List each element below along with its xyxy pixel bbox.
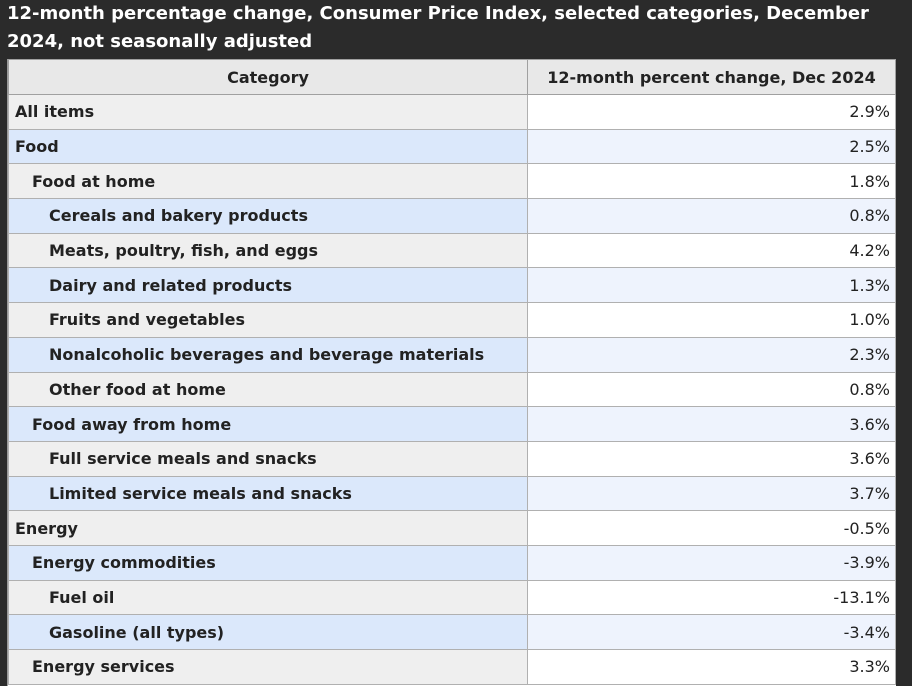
column-header-percent-change[interactable]: 12-month percent change, Dec 2024 bbox=[527, 59, 896, 95]
table-row: Gasoline (all types) -3.4% bbox=[8, 614, 896, 650]
percent-change-cell: 4.2% bbox=[527, 232, 896, 269]
category-cell: Energy services bbox=[8, 649, 528, 685]
category-cell: Food bbox=[8, 128, 528, 165]
category-cell: Limited service meals and snacks bbox=[8, 475, 528, 512]
percent-change-cell: 3.7% bbox=[527, 475, 896, 512]
table-row: Nonalcoholic beverages and beverage mate… bbox=[8, 336, 896, 373]
percent-change-cell: -13.1% bbox=[527, 579, 896, 616]
table-row: Dairy and related products 1.3% bbox=[8, 267, 896, 304]
table-row: Food 2.5% bbox=[8, 128, 896, 165]
table-row: Food at home 1.8% bbox=[8, 163, 896, 200]
category-cell: Fruits and vegetables bbox=[8, 302, 528, 338]
table-row: Energy commodities -3.9% bbox=[8, 544, 896, 581]
table-row: Fuel oil -13.1% bbox=[8, 579, 896, 616]
percent-change-cell: -3.9% bbox=[527, 544, 896, 581]
table-row: Energy services 3.3% bbox=[8, 649, 896, 685]
table-row: Energy -0.5% bbox=[8, 510, 896, 546]
category-cell: Full service meals and snacks bbox=[8, 440, 528, 477]
table-row: Meats, poultry, fish, and eggs 4.2% bbox=[8, 232, 896, 269]
percent-change-cell: 2.3% bbox=[527, 336, 896, 373]
percent-change-cell: 3.6% bbox=[527, 440, 896, 477]
category-cell: Meats, poultry, fish, and eggs bbox=[8, 232, 528, 269]
percent-change-cell: -0.5% bbox=[527, 510, 896, 546]
category-cell: Dairy and related products bbox=[8, 267, 528, 304]
table-row: Cereals and bakery products 0.8% bbox=[8, 198, 896, 234]
percent-change-cell: 1.0% bbox=[527, 302, 896, 338]
percent-change-cell: 2.5% bbox=[527, 128, 896, 165]
category-cell: Other food at home bbox=[8, 371, 528, 408]
table-row: Food away from home 3.6% bbox=[8, 406, 896, 442]
percent-change-cell: 2.9% bbox=[527, 94, 896, 130]
category-cell: Food away from home bbox=[8, 406, 528, 442]
category-cell: Fuel oil bbox=[8, 579, 528, 616]
category-cell: Energy commodities bbox=[8, 544, 528, 581]
percent-change-cell: 1.3% bbox=[527, 267, 896, 304]
category-cell: Cereals and bakery products bbox=[8, 198, 528, 234]
table-row: Other food at home 0.8% bbox=[8, 371, 896, 408]
header-row: Category 12-month percent change, Dec 20… bbox=[8, 59, 896, 95]
category-cell: Energy bbox=[8, 510, 528, 546]
percent-change-cell: 1.8% bbox=[527, 163, 896, 200]
percent-change-cell: 3.6% bbox=[527, 406, 896, 442]
table-title: 12-month percentage change, Consumer Pri… bbox=[7, 3, 869, 52]
category-cell: All items bbox=[8, 94, 528, 130]
cpi-table-container[interactable]: Category 12-month percent change, Dec 20… bbox=[7, 59, 896, 686]
category-cell: Nonalcoholic beverages and beverage mate… bbox=[8, 336, 528, 373]
table-row: Limited service meals and snacks 3.7% bbox=[8, 475, 896, 512]
cpi-table: Category 12-month percent change, Dec 20… bbox=[8, 59, 896, 685]
category-cell: Food at home bbox=[8, 163, 528, 200]
table-row: Full service meals and snacks 3.6% bbox=[8, 440, 896, 477]
table-row: All items 2.9% bbox=[8, 94, 896, 130]
percent-change-cell: 0.8% bbox=[527, 371, 896, 408]
column-header-category[interactable]: Category bbox=[8, 59, 528, 95]
percent-change-cell: 3.3% bbox=[527, 649, 896, 685]
table-row: Fruits and vegetables 1.0% bbox=[8, 302, 896, 338]
percent-change-cell: 0.8% bbox=[527, 198, 896, 234]
percent-change-cell: -3.4% bbox=[527, 614, 896, 650]
category-cell: Gasoline (all types) bbox=[8, 614, 528, 650]
